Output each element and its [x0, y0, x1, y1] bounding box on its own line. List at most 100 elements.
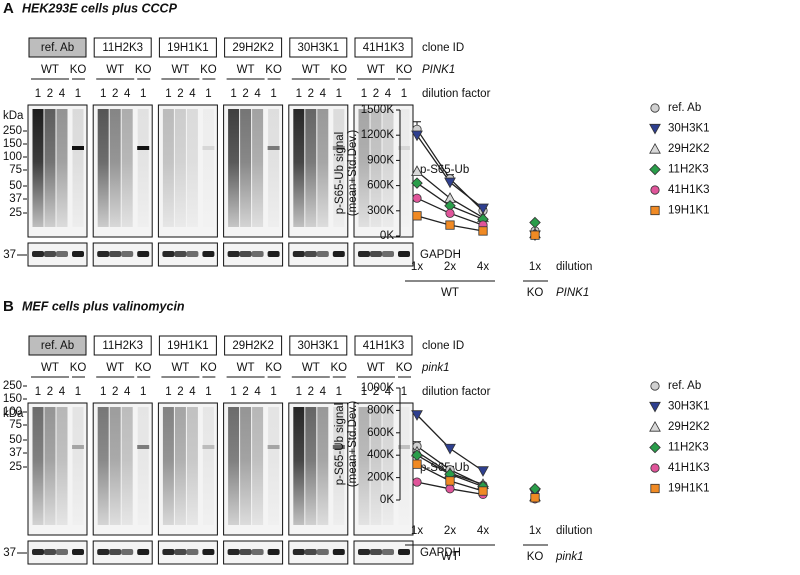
blot-lane: [305, 109, 317, 227]
legend-label: 29H2K2: [668, 421, 710, 433]
legend-label: 41H1K3: [668, 462, 710, 474]
legend-label: ref. Ab: [668, 102, 701, 114]
legend-marker: [650, 483, 660, 494]
x-tick-label: 1x: [529, 261, 541, 273]
y-tick-label: 600K: [367, 180, 394, 192]
gapdh-band: [56, 251, 68, 257]
ko-band: [72, 146, 84, 150]
genotype-label: KO: [135, 64, 152, 76]
clone-label: 19H1K1: [167, 42, 209, 54]
legend-label: 30H3K1: [668, 123, 710, 135]
genotype-label: KO: [200, 362, 217, 374]
loading-label: GAPDH: [420, 249, 461, 261]
point: [412, 193, 422, 203]
blot-lane: [162, 407, 174, 525]
dilution-label: 4: [124, 88, 131, 100]
group-label: WT: [441, 551, 459, 563]
blot-lane: [305, 407, 317, 525]
ko-band: [137, 146, 150, 150]
ko-band: [137, 445, 150, 449]
y-axis-label: p-S65-Ub signal: [334, 403, 346, 485]
dilution-label: 2: [177, 88, 183, 100]
legend-label: ref. Ab: [668, 380, 701, 392]
point: [477, 203, 489, 215]
marker-label: 150: [3, 138, 22, 150]
gapdh-band: [97, 549, 110, 555]
dilution-label: 2: [308, 386, 314, 398]
clone-box: [289, 37, 348, 58]
panel-title: MEF cells plus valinomycin: [22, 299, 185, 313]
point: [477, 466, 489, 477]
clone-box: [354, 37, 413, 58]
dilution-label: 4: [59, 88, 66, 100]
blot-lane: [56, 109, 68, 227]
gapdh-band: [358, 549, 370, 555]
clone-box: [224, 37, 283, 58]
clone-label: 19H1K1: [167, 340, 209, 352]
y-tick-label: 1200K: [361, 129, 395, 141]
clone-box: [224, 335, 283, 356]
ko-band: [72, 445, 84, 449]
blot-lane: [240, 109, 252, 227]
dilution-label: 1: [100, 88, 106, 100]
dilution-label: 2: [373, 386, 379, 398]
x-tick-label: 4x: [477, 525, 489, 537]
group-label: WT: [441, 287, 459, 299]
gapdh-band: [227, 549, 240, 555]
genotype-label: KO: [135, 362, 152, 374]
gapdh-band: [121, 549, 134, 555]
gapdh-band: [251, 251, 264, 257]
genotype-label: WT: [302, 362, 320, 374]
dilution-label: 1: [140, 386, 146, 398]
gapdh-band: [239, 549, 252, 555]
blot-lane: [97, 109, 109, 227]
clone-label: 11H2K3: [102, 42, 143, 54]
panel-title: HEK293E cells plus CCCP: [22, 1, 178, 15]
gapdh-band: [137, 251, 150, 257]
gapdh-band: [32, 549, 44, 555]
dilution-label: 4: [320, 88, 327, 100]
dilution-label: 2: [177, 386, 183, 398]
blot-lane: [252, 109, 264, 227]
marker-label: 150: [3, 393, 22, 405]
gapdh-band: [370, 251, 382, 257]
x-tick-label: 1x: [411, 525, 423, 537]
gapdh-band: [398, 549, 410, 555]
clone-box: [93, 37, 152, 58]
y-axis-label: (mean+Std.Dev.): [347, 401, 359, 488]
blot-lane: [268, 407, 280, 525]
blot-lane: [203, 109, 214, 227]
gapdh-band: [186, 251, 199, 257]
dilution-label: 2: [47, 386, 53, 398]
dilution-label: 1: [140, 88, 146, 100]
dilution-label: 1: [270, 88, 276, 100]
ko-band: [398, 146, 410, 150]
legend-label: 29H2K2: [668, 143, 710, 155]
legend-marker: [650, 463, 660, 473]
gapdh-band: [162, 251, 175, 257]
legend-label: 41H1K3: [668, 184, 710, 196]
clone-label: 41H1K3: [363, 340, 405, 352]
dilution-label: 1: [205, 88, 211, 100]
clone-box: [158, 37, 217, 58]
y-axis-label: (mean+Std.Dev.): [347, 130, 359, 217]
blot-lane: [44, 407, 56, 525]
blot-lane: [293, 407, 305, 525]
blot-lane: [228, 109, 240, 227]
marker-label: 100: [3, 406, 22, 418]
kda-label: kDa: [3, 110, 24, 122]
y-tick-label: 400K: [367, 449, 394, 461]
x-tick-label: 1x: [411, 261, 423, 273]
legend-label: 19H1K1: [668, 205, 710, 217]
dilution-label: 4: [124, 386, 131, 398]
gapdh-band: [186, 549, 199, 555]
point: [445, 476, 455, 486]
gapdh-band: [121, 251, 134, 257]
dilution-label: 2: [47, 88, 53, 100]
point: [411, 177, 423, 189]
blot-lane: [174, 407, 186, 525]
genotype-label: KO: [265, 362, 282, 374]
point: [444, 177, 456, 189]
gapdh-band: [370, 549, 382, 555]
